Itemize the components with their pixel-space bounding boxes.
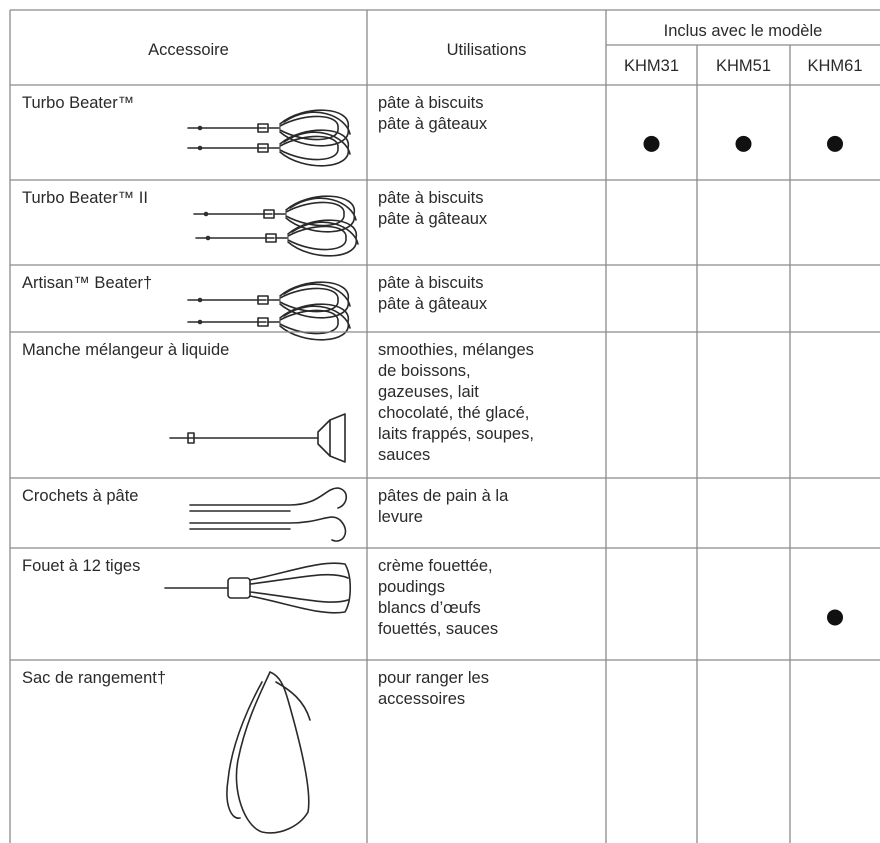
accessory-name: Sac de rangement† (22, 669, 166, 687)
header-included: Inclus avec le modèle (664, 22, 823, 40)
use-line: pâte à gâteaux (378, 115, 488, 133)
use-line: levure (378, 508, 423, 526)
accessory-name: Manche mélangeur à liquide (22, 341, 229, 359)
use-line: pour ranger les (378, 669, 489, 687)
use-line: fouettés, sauces (378, 620, 498, 638)
use-line: de boissons, (378, 362, 471, 380)
use-line: pâte à gâteaux (378, 210, 488, 228)
accessory-name: Artisan™ Beater† (22, 274, 152, 292)
model-label: KHM31 (624, 57, 679, 75)
included-dot (827, 135, 843, 152)
illustrations (164, 109, 359, 834)
accessory-name: Turbo Beater™ (22, 94, 134, 112)
included-dot (735, 135, 752, 152)
use-line: poudings (378, 578, 445, 596)
use-line: pâte à biscuits (378, 189, 483, 207)
header-uses: Utilisations (447, 41, 527, 59)
use-line: sauces (378, 446, 430, 464)
use-line: crème fouettée, (378, 557, 493, 575)
use-line: laits frappés, soupes, (378, 425, 534, 443)
use-line: pâtes de pain à la (378, 487, 509, 505)
use-line: pâte à biscuits (378, 274, 483, 292)
model-label: KHM51 (716, 57, 771, 75)
use-line: blancs d’œufs (378, 599, 481, 617)
use-line: smoothies, mélanges (378, 341, 534, 359)
accessory-name: Turbo Beater™ II (22, 189, 148, 207)
accessory-name: Crochets à pâte (22, 487, 138, 505)
included-dot (827, 609, 843, 626)
use-line: accessoires (378, 690, 465, 708)
use-line: pâte à gâteaux (378, 295, 488, 313)
header-accessory: Accessoire (148, 41, 229, 59)
use-line: gazeuses, lait (378, 383, 479, 401)
included-dot (643, 135, 660, 152)
accessory-name: Fouet à 12 tiges (22, 557, 140, 575)
model-label: KHM61 (807, 57, 862, 75)
use-line: pâte à biscuits (378, 94, 483, 112)
use-line: chocolaté, thé glacé, (378, 404, 529, 422)
